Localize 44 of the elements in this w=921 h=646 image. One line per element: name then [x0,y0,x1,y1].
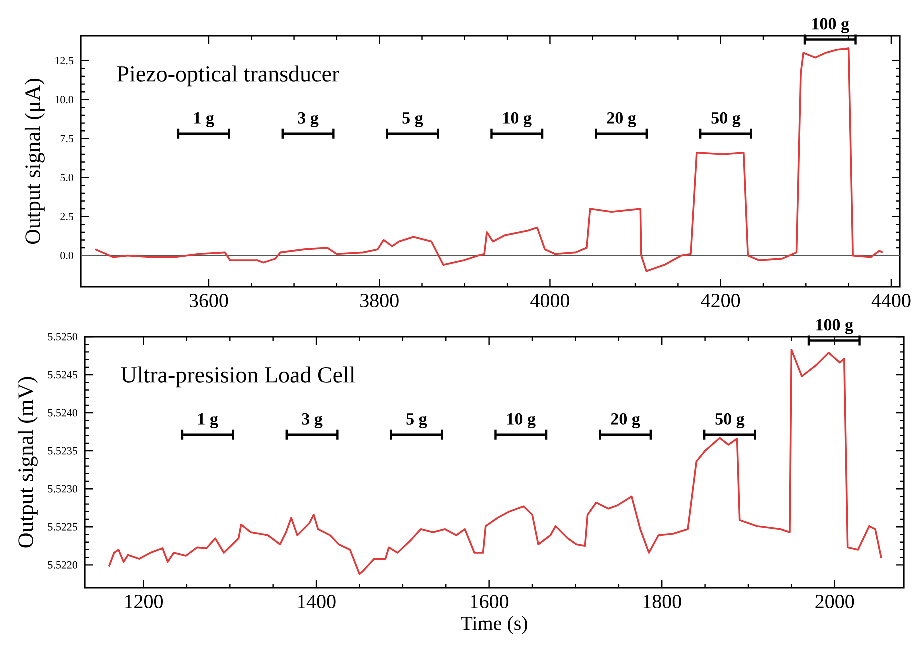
y-tick-label: 5.5245 [48,371,78,379]
y-tick-label: 0.0 [60,252,74,260]
y-tick-label: 5.5225 [48,523,78,531]
text: 100 g [816,319,854,334]
y-tick-label: 5.5250 [48,333,78,341]
annotation: 5 g [406,414,428,428]
annotation: 3 g [298,112,319,128]
y-tick-label: 7.5 [60,135,74,143]
y-axis-title: Output signal (mV) [18,377,38,548]
annotation: Ultra-presision Load Cell [121,366,356,388]
annotation: 20 g [607,112,636,128]
annotation: 20 g [611,413,640,428]
x-tick-label: 1400 [298,595,336,609]
y-tick-label: 5.5235 [48,447,78,455]
annotation: Piezo-optical transducer [117,66,340,87]
x-tick-label: 3800 [360,294,399,308]
text: 100 g [812,18,850,34]
annotation: 5 g [402,112,424,128]
x-tick-label: 3600 [190,294,228,308]
x-tick-label: 4400 [872,294,911,308]
annotation: 50 g [716,413,745,428]
x-tick-label: 1200 [126,595,164,609]
x-tick-label: 2000 [816,595,854,609]
y-tick-label: 5.0 [60,174,74,182]
y-tick-label: 5.5230 [48,485,78,493]
x-tick-label: 4200 [701,294,740,308]
line-series [94,48,884,272]
y-tick-label: 5.5220 [48,561,78,569]
annotation: 10 g [504,112,532,128]
y-tick-label: 2.5 [60,213,74,221]
x-tick-label: 1800 [644,595,682,609]
annotation: 3 g [302,413,323,428]
annotation: 50 g [712,112,741,128]
y-axis-title: Output signal (μA) [24,78,45,244]
annotation: 10 g [508,413,536,428]
annotation: 1 g [198,413,218,428]
y-tick-label: 10.0 [56,96,74,104]
x-tick-label: 1600 [471,595,509,609]
x-axis-title: Time (s) [461,616,528,634]
line-series [108,349,882,576]
x-tick-label: 4000 [530,294,570,308]
y-tick-label: 12.5 [56,57,74,65]
annotation: 1 g [194,112,214,128]
y-tick-label: 5.5240 [48,409,78,417]
